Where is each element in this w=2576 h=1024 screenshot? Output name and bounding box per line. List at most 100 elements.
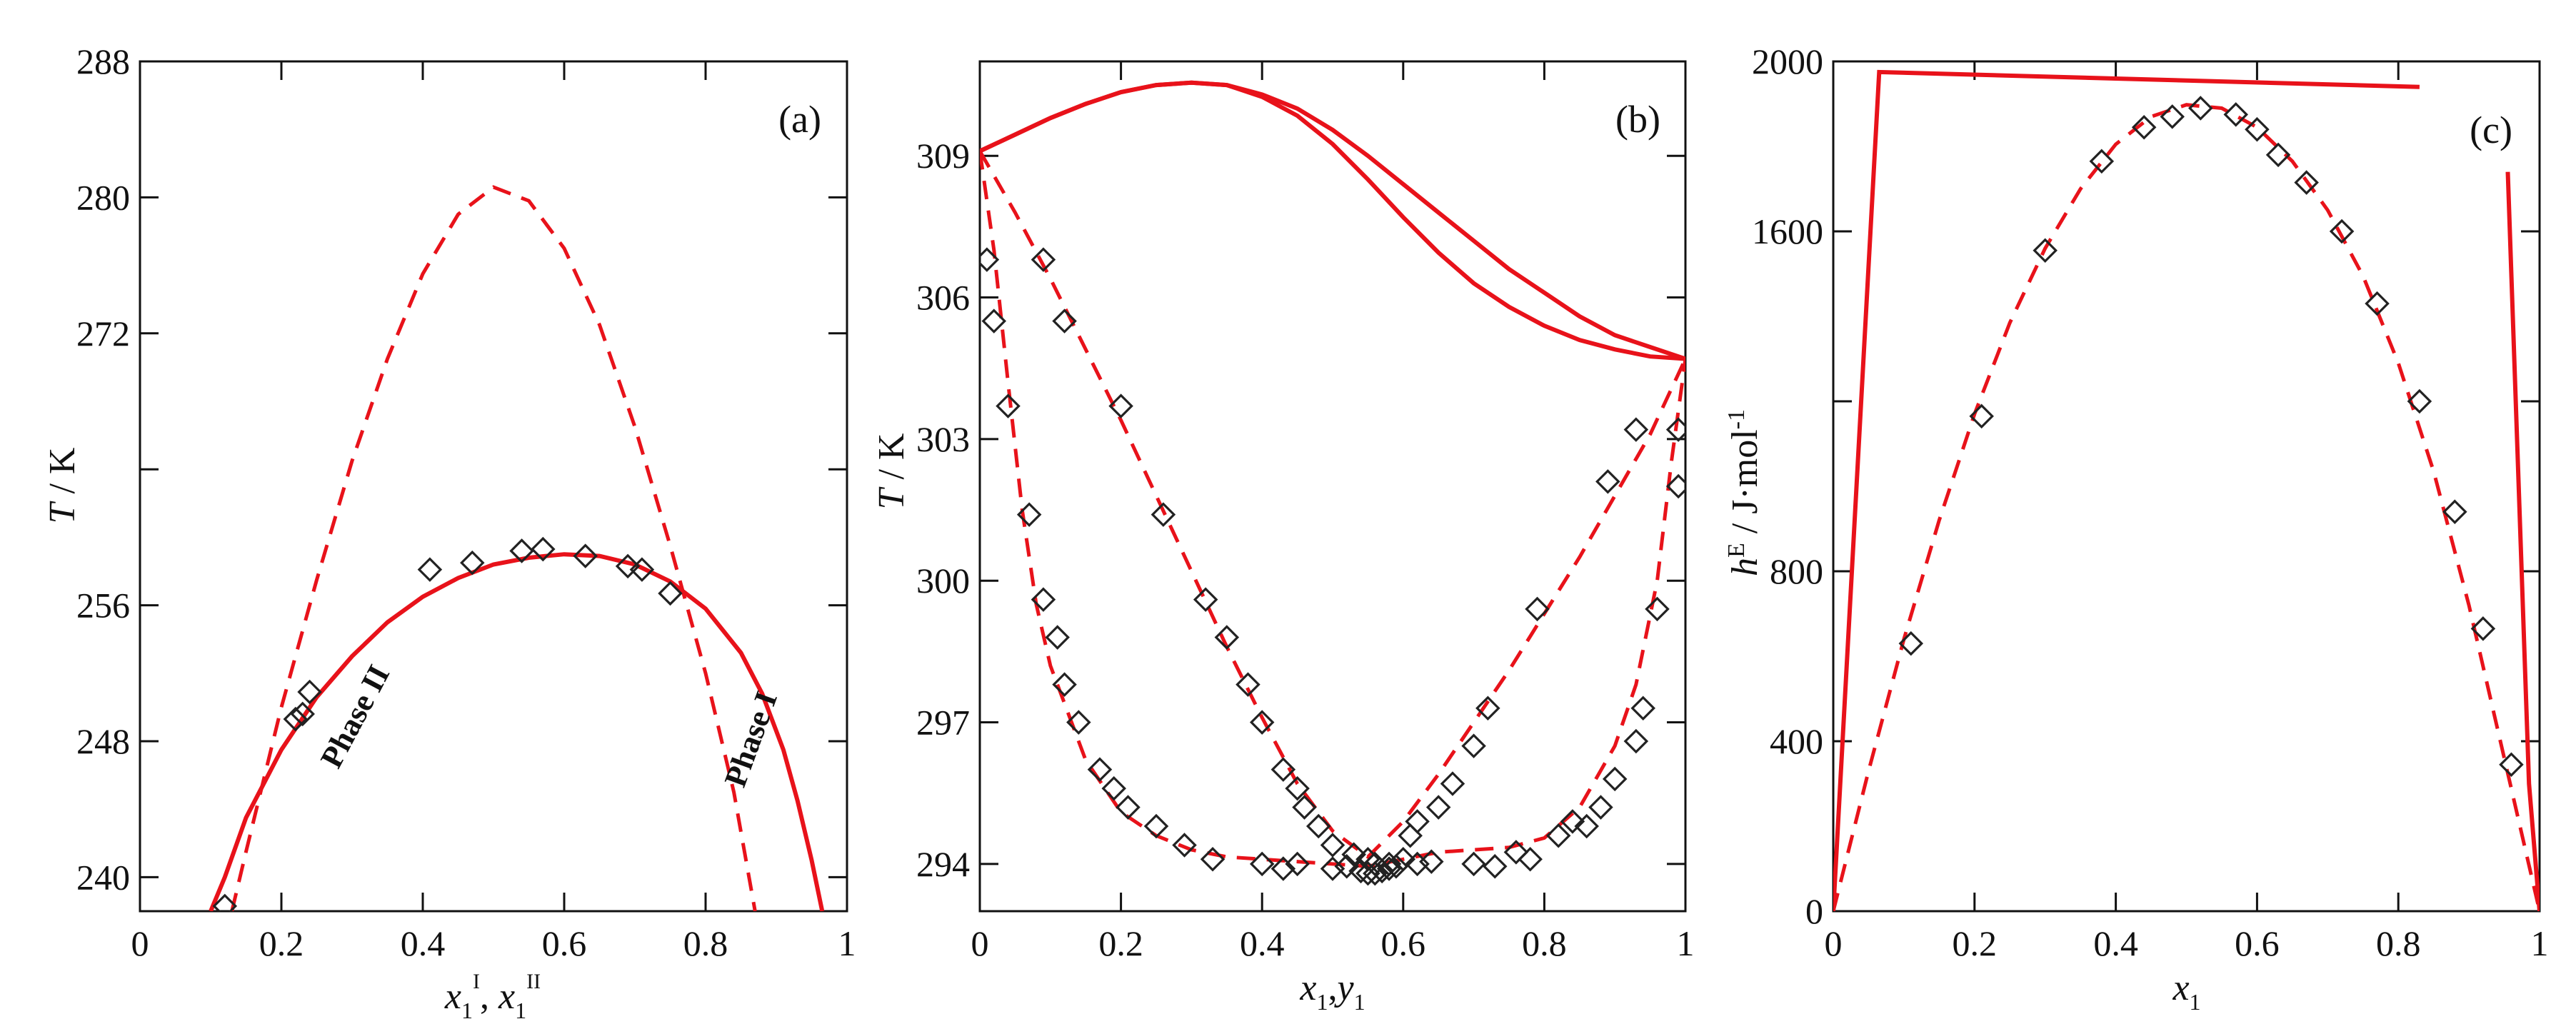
y-axis-label: hE / J·mol-1 [1723,409,1765,576]
x-axis-label: x1I, x1II [444,970,541,1023]
data-point-diamond [1969,403,1994,429]
data-point-diamond [1588,795,1613,820]
data-point-diamond [1151,502,1176,527]
y-tick-label: 256 [76,586,130,626]
data-point-diamond [1475,696,1500,721]
data-point-diamond [2365,291,2390,316]
data-point-diamond [1045,625,1070,650]
data-point-diamond [297,679,322,705]
data-point-diamond [573,543,598,568]
annotation-phase-i: Phase I [718,687,784,792]
x-tick-label: 0.6 [542,923,587,963]
data-point-diamond [1405,809,1430,834]
data-point-diamond [2470,616,2496,641]
data-point-diamond [1101,775,1126,801]
data-point-diamond [1285,851,1310,877]
data-point-diamond [980,247,1000,272]
data-point-diamond [1271,757,1296,782]
data-point-diamond [1305,813,1331,839]
data-point-diamond [981,308,1007,333]
x-tick-label: 0.2 [1953,923,1998,963]
data-point-diamond [1249,710,1275,735]
series-line-solid [980,80,1685,361]
panel-label: (b) [1615,98,1660,141]
data-point-diamond [1193,587,1218,612]
data-point-diamond [1066,710,1091,735]
data-point-diamond [1200,847,1226,872]
x-tick-label: 0 [131,923,149,963]
x-tick-label: 0.6 [1381,923,1426,963]
data-point-diamond [417,557,443,582]
data-point-diamond [1665,417,1685,442]
data-point-diamond [1236,672,1261,697]
y-tick-label: 1600 [1752,211,1823,251]
annotation-phase-ii: Phase II [314,659,396,773]
data-point-diamond [1271,856,1296,881]
data-point-diamond [1440,771,1465,796]
data-point-diamond [996,393,1021,418]
data-point-diamond [531,536,556,562]
series-line-solid [980,80,1685,361]
data-point-diamond [1087,757,1113,782]
data-point-diamond [1461,851,1486,877]
data-point-diamond [1405,851,1430,877]
data-point-diamond [1116,795,1141,820]
series-line-dashed [980,150,1685,860]
y-tick-label: 303 [916,419,970,459]
data-point-diamond [509,538,534,563]
data-point-diamond [1665,473,1685,499]
data-point-diamond [1143,813,1169,839]
x-tick-label: 0.4 [1240,923,1285,963]
data-point-diamond [1525,596,1550,622]
data-point-diamond [1602,766,1628,792]
data-point-diamond [1285,775,1310,801]
data-point-diamond [2265,142,2291,168]
data-point-diamond [1376,856,1402,881]
data-point-diamond [1518,847,1543,872]
data-point-diamond [1320,833,1345,858]
y-tick-label: 309 [916,136,970,176]
data-point-diamond [1398,823,1423,848]
data-point-diamond [1214,625,1240,650]
data-point-diamond [1320,856,1345,881]
data-point-diamond [1355,847,1380,872]
data-point-diamond [1172,833,1197,858]
axes-frame [139,60,848,913]
y-tick-label: 248 [76,721,130,761]
y-axis-label: T / K [42,447,83,523]
data-point-diamond [2245,116,2270,142]
x-tick-label: 0.4 [401,923,446,963]
x-tick-label: 0.8 [683,923,728,963]
data-point-diamond [1645,596,1670,622]
data-point-diamond [2160,104,2185,129]
data-point-diamond [1016,502,1042,527]
data-point-diamond [1108,393,1133,418]
data-point-diamond [1052,308,1077,333]
panel-b: 294 297 300 303 306 309 0 0.2 0.4 0.6 0.8 1 (b) T / K… [871,60,1695,1015]
y-tick-label: 240 [76,857,130,897]
y-tick-label: 300 [916,561,970,601]
data-point-diamond [1425,795,1451,820]
data-point-diamond [1595,469,1620,494]
x-tick-label: 0.2 [259,923,304,963]
panel-c: 0 400 800 1600 2000 0 0.2 0.4 0.6 0.8 1 (c) hE / J·m… [1723,41,2549,1015]
x-tick-label: 0 [971,923,989,963]
data-point-diamond [1574,813,1599,839]
data-point-diamond [460,550,485,576]
series-line-solid [2505,171,2540,911]
data-point-diamond [1898,631,1924,656]
data-point-diamond [283,706,309,732]
data-point-diamond [2294,170,2319,195]
series-line-solid [1833,69,2420,911]
data-point-diamond [2407,388,2432,414]
x-tick-label: 0.4 [2093,923,2138,963]
plot-area [980,80,1685,886]
x-tick-label: 0.6 [2235,923,2280,963]
data-point-diamond [1334,853,1360,879]
data-point-diamond [1482,853,1508,879]
series-line-dashed [1833,103,2540,911]
data-point-diamond [2033,238,2058,263]
data-point-diamond [290,701,315,727]
series-line-solid [209,552,825,911]
